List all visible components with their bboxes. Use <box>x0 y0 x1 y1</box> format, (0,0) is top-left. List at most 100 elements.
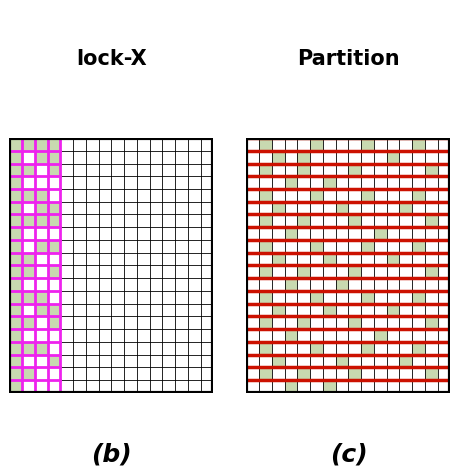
Bar <box>412 291 425 304</box>
Bar <box>348 265 361 278</box>
Bar <box>9 329 22 342</box>
Bar <box>9 202 22 214</box>
Bar <box>259 138 272 151</box>
Bar <box>22 291 35 304</box>
Bar <box>9 164 22 176</box>
Bar <box>272 253 285 265</box>
Bar <box>348 367 361 380</box>
Bar <box>9 355 22 367</box>
Bar <box>259 265 272 278</box>
Bar <box>35 202 48 214</box>
Bar <box>298 164 310 176</box>
Bar <box>374 227 387 240</box>
Bar <box>9 367 22 380</box>
Bar <box>259 291 272 304</box>
Bar <box>9 227 22 240</box>
Bar <box>310 138 323 151</box>
Bar <box>323 304 336 317</box>
Bar <box>259 189 272 202</box>
Bar <box>310 240 323 253</box>
Bar <box>9 240 22 253</box>
Bar <box>336 202 348 214</box>
Bar <box>9 265 22 278</box>
Bar <box>285 380 298 393</box>
Bar <box>387 304 399 317</box>
Bar <box>35 215 48 227</box>
Bar <box>22 317 35 329</box>
Bar <box>22 215 35 227</box>
Bar <box>48 240 61 253</box>
Bar <box>48 164 61 176</box>
Bar <box>272 151 285 164</box>
Bar <box>259 342 272 355</box>
Bar <box>412 138 425 151</box>
Bar <box>48 304 61 317</box>
Bar <box>348 215 361 227</box>
Text: Partition: Partition <box>297 49 400 69</box>
Bar <box>9 342 22 355</box>
Bar <box>35 342 48 355</box>
Bar <box>9 189 22 202</box>
Bar <box>285 176 298 189</box>
Bar <box>48 138 61 151</box>
Bar <box>323 176 336 189</box>
Bar <box>298 215 310 227</box>
Bar <box>9 380 22 393</box>
Bar <box>9 291 22 304</box>
Bar <box>310 291 323 304</box>
Bar <box>35 304 48 317</box>
Bar <box>22 265 35 278</box>
Bar <box>298 265 310 278</box>
Text: (c): (c) <box>329 443 367 467</box>
Bar <box>35 291 48 304</box>
Bar <box>323 380 336 393</box>
Bar <box>298 367 310 380</box>
Bar <box>22 138 35 151</box>
Bar <box>22 367 35 380</box>
Bar <box>272 304 285 317</box>
Bar <box>387 151 399 164</box>
Bar <box>9 317 22 329</box>
Bar <box>35 138 48 151</box>
Bar <box>48 317 61 329</box>
Bar <box>48 355 61 367</box>
Bar <box>298 151 310 164</box>
Text: (b): (b) <box>91 443 132 467</box>
Bar <box>348 164 361 176</box>
Bar <box>48 215 61 227</box>
Bar <box>425 215 438 227</box>
Bar <box>425 164 438 176</box>
Bar <box>285 278 298 291</box>
Bar <box>285 329 298 342</box>
Bar <box>9 253 22 265</box>
Bar <box>272 202 285 214</box>
Bar <box>35 240 48 253</box>
Bar <box>348 317 361 329</box>
Bar <box>361 138 374 151</box>
Bar <box>22 253 35 265</box>
Bar <box>48 265 61 278</box>
Bar <box>9 151 22 164</box>
Bar <box>259 240 272 253</box>
Bar <box>48 202 61 214</box>
Bar <box>412 240 425 253</box>
Bar <box>323 253 336 265</box>
Bar <box>425 265 438 278</box>
Text: lock-X: lock-X <box>76 49 147 69</box>
Bar <box>310 189 323 202</box>
Bar <box>48 151 61 164</box>
Bar <box>259 164 272 176</box>
Bar <box>259 317 272 329</box>
Bar <box>336 355 348 367</box>
Bar <box>35 189 48 202</box>
Bar <box>387 253 399 265</box>
Bar <box>361 291 374 304</box>
Bar <box>9 176 22 189</box>
Bar <box>9 215 22 227</box>
Bar <box>425 367 438 380</box>
Bar <box>399 355 412 367</box>
Bar <box>22 189 35 202</box>
Bar <box>259 367 272 380</box>
Bar <box>22 164 35 176</box>
Bar <box>9 138 22 151</box>
